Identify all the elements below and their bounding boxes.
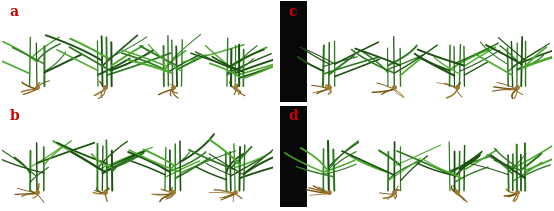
Text: a: a [10,4,19,19]
Text: b: b [10,109,19,123]
Bar [280,1,307,102]
Text: c: c [288,4,296,19]
Text: d: d [288,109,297,123]
Bar [280,106,307,207]
